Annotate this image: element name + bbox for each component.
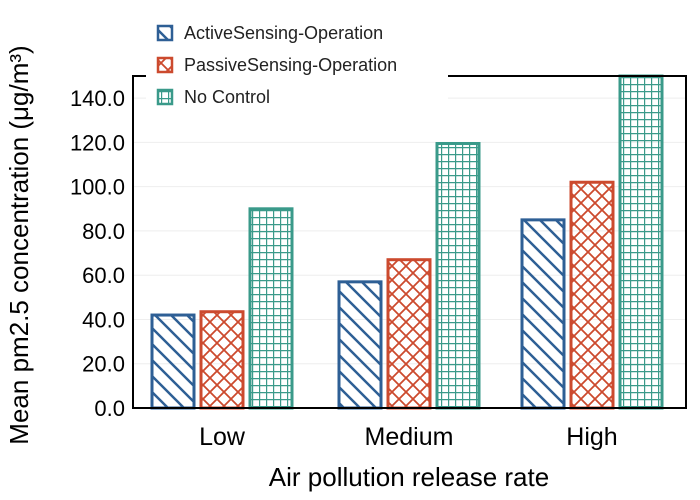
x-tick-label: High xyxy=(566,423,617,451)
legend-swatch xyxy=(156,88,174,106)
y-tick-label: 120.0 xyxy=(70,130,125,155)
legend-label: ActiveSensing-Operation xyxy=(184,23,383,43)
bar-diagonal-high xyxy=(520,218,566,410)
x-tick-label: Low xyxy=(199,423,246,451)
y-tick-label: 60.0 xyxy=(82,263,125,288)
y-axis-ticks: 0.0 20.0 40.0 60.0 80.0 100.0 120.0 140.0 xyxy=(70,86,125,421)
y-axis-title: Mean pm2.5 concentration (μg/m³) xyxy=(4,45,34,444)
bar-crosshatch-low xyxy=(199,310,245,410)
y-tick-label: 100.0 xyxy=(70,175,125,200)
bar-grid-low xyxy=(248,207,294,410)
legend-background xyxy=(146,14,448,110)
y-tick-label: 140.0 xyxy=(70,86,125,111)
legend-label: PassiveSensing-Operation xyxy=(184,55,397,75)
bar-crosshatch-high xyxy=(569,180,615,410)
legend: ActiveSensing-Operation PassiveSensing-Op… xyxy=(146,14,448,110)
y-tick-label: 80.0 xyxy=(82,219,125,244)
y-tick-label: 20.0 xyxy=(82,352,125,377)
x-tick-label: Medium xyxy=(365,423,454,451)
bars xyxy=(150,74,664,410)
y-tick-label: 40.0 xyxy=(82,307,125,332)
bar-grid-high xyxy=(618,74,664,410)
x-axis-title: Air pollution release rate xyxy=(269,462,549,492)
x-axis-ticks: Low Medium High xyxy=(199,423,618,451)
bar-diagonal-low xyxy=(150,313,196,410)
bar-crosshatch-medium xyxy=(386,258,432,410)
legend-label: No Control xyxy=(184,87,270,107)
bar-grid-medium xyxy=(435,142,481,410)
legend-swatch xyxy=(156,24,174,42)
y-tick-label: 0.0 xyxy=(94,396,125,421)
legend-swatch xyxy=(156,56,174,74)
bar-diagonal-medium xyxy=(337,280,383,410)
